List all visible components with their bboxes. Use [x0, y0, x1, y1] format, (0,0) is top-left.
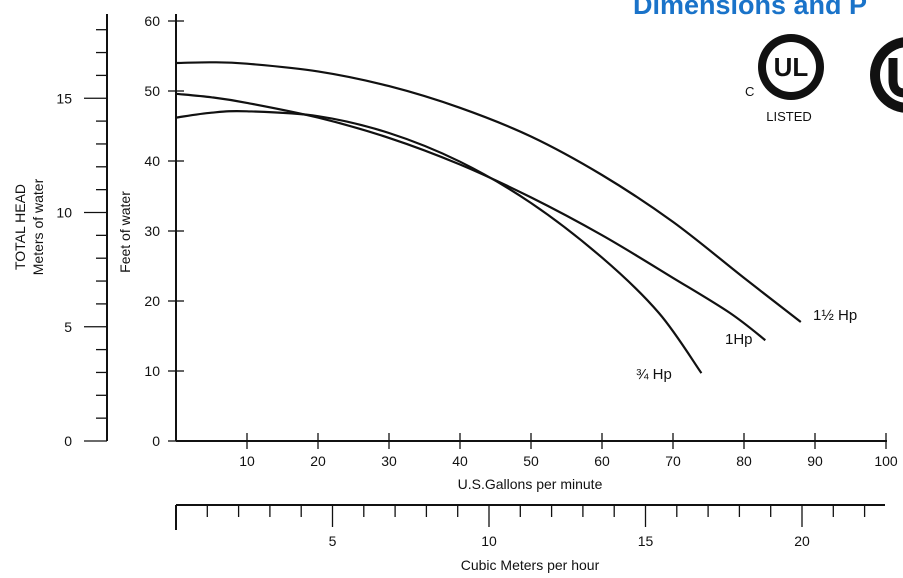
meters-axis: 0 5 10 15 TOTAL HEAD Meters of water — [12, 14, 108, 449]
section-heading: Dimensions and P — [633, 0, 868, 20]
gpm-axis: 10 20 30 40 50 60 70 80 90 100 U.S.Gallons per mi… — [176, 433, 898, 492]
feet-tick-label: 30 — [144, 223, 160, 239]
feet-axis-label: Feet of water — [117, 191, 133, 273]
gpm-axis-label: U.S.Gallons per minute — [458, 476, 603, 492]
pump-curve-label-0: 1½ Hp — [813, 307, 857, 324]
feet-axis: 0 10 20 30 40 50 60 Feet of water — [117, 13, 184, 449]
cubic-meters-tick-label: 20 — [794, 533, 810, 549]
meters-axis-label-line1: TOTAL HEAD — [12, 184, 28, 270]
pump-curve-1 — [175, 92, 766, 342]
cubic-meters-tick-label: 5 — [329, 533, 337, 549]
feet-tick-label: 50 — [144, 83, 160, 99]
gpm-tick-label: 50 — [523, 453, 539, 469]
feet-tick-label: 0 — [152, 433, 160, 449]
gpm-tick-label: 80 — [736, 453, 752, 469]
cubic-meters-tick-label: 15 — [638, 533, 654, 549]
meters-axis-label-line2: Meters of water — [30, 178, 46, 275]
ul-mark-text: UL — [774, 52, 809, 82]
cubic-meters-tick-label: 10 — [481, 533, 497, 549]
meters-tick-label: 0 — [64, 433, 72, 449]
feet-tick-label: 60 — [144, 13, 160, 29]
meters-tick-label: 15 — [56, 90, 72, 106]
cubic-meters-axis-label: Cubic Meters per hour — [461, 557, 600, 573]
gpm-tick-label: 40 — [452, 453, 468, 469]
feet-tick-label: 40 — [144, 153, 160, 169]
ul-listed-text: LISTED — [766, 109, 812, 124]
pump-curve-0 — [175, 61, 802, 323]
gpm-tick-label: 10 — [239, 453, 255, 469]
gpm-tick-label: 60 — [594, 453, 610, 469]
feet-tick-label: 20 — [144, 293, 160, 309]
gpm-tick-label: 20 — [310, 453, 326, 469]
pump-curve-2 — [175, 110, 703, 374]
cubic-meters-axis: 5 10 15 20 Cubic Meters per hour — [175, 504, 885, 573]
gpm-tick-label: 90 — [807, 453, 823, 469]
ul-c-text: C — [745, 84, 754, 99]
certification-seal-icon — [870, 37, 903, 113]
gpm-tick-label: 100 — [874, 453, 898, 469]
meters-tick-label: 5 — [64, 319, 72, 335]
feet-tick-label: 10 — [144, 363, 160, 379]
pump-curve-label-1: 1Hp — [725, 331, 753, 348]
ul-listed-logo: UL C LISTED — [745, 34, 824, 124]
gpm-tick-label: 70 — [665, 453, 681, 469]
gpm-tick-label: 30 — [381, 453, 397, 469]
meters-tick-label: 10 — [56, 205, 72, 221]
pump-curve-label-2: ¾ Hp — [636, 366, 672, 383]
